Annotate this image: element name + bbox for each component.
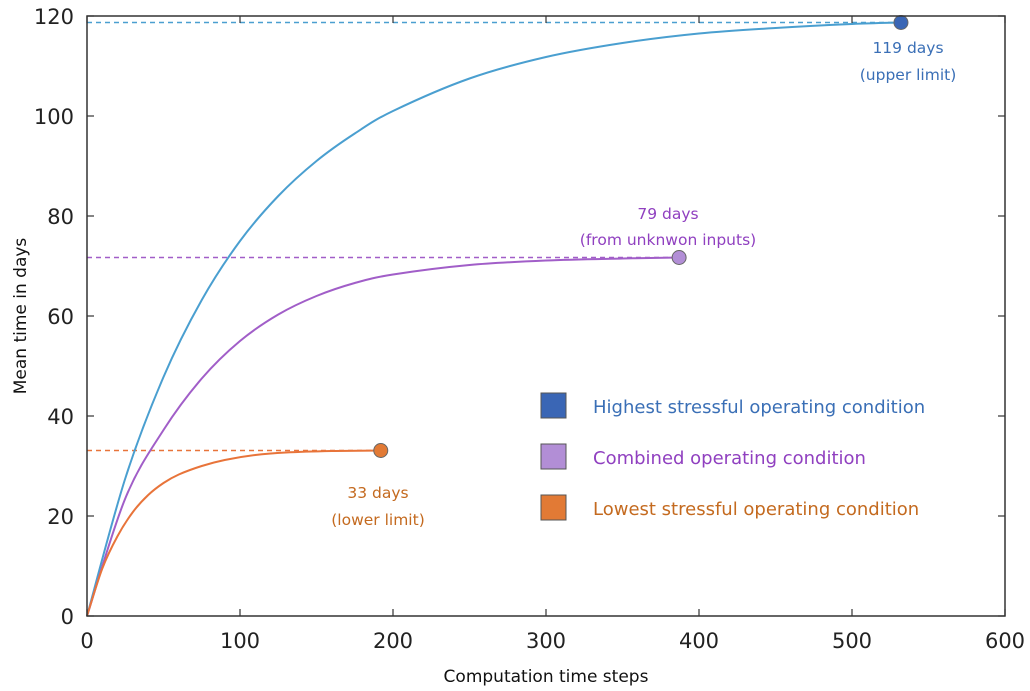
plot-frame bbox=[86, 15, 1006, 617]
x-tick-label: 600 bbox=[985, 629, 1025, 653]
series-endpoints bbox=[373, 15, 909, 458]
annotation-value: 33 days bbox=[347, 484, 408, 502]
annotation-value: 119 days bbox=[872, 39, 943, 57]
series-line bbox=[86, 21, 901, 617]
annotation-value: 79 days bbox=[637, 205, 698, 223]
series-endpoint bbox=[893, 15, 909, 30]
y-tick-label: 60 bbox=[47, 305, 74, 329]
series-endpoint bbox=[373, 443, 389, 458]
x-tick-label: 400 bbox=[679, 629, 719, 653]
legend-swatch bbox=[540, 392, 567, 419]
series-lines bbox=[86, 21, 901, 617]
annotation-note: (upper limit) bbox=[860, 66, 957, 84]
y-tick-label: 0 bbox=[61, 605, 74, 629]
annotations: 119 days (upper limit) 79 days (from unknwo… bbox=[331, 39, 956, 529]
y-tick-label: 100 bbox=[34, 105, 74, 129]
legend-label: Combined operating condition bbox=[593, 448, 866, 469]
y-tick-label: 40 bbox=[47, 405, 74, 429]
annotation-note: (lower limit) bbox=[331, 511, 425, 529]
y-tick-label: 80 bbox=[47, 205, 74, 229]
annotation-note: (from unknwon inputs) bbox=[580, 231, 756, 249]
legend-swatch bbox=[540, 494, 567, 521]
y-tick-label: 120 bbox=[34, 5, 74, 29]
legend-swatch bbox=[540, 443, 567, 470]
x-tick-label: 0 bbox=[80, 629, 93, 653]
series-endpoint bbox=[671, 250, 687, 265]
legend: Highest stressful operating condition Com… bbox=[540, 392, 925, 521]
x-tick-label: 500 bbox=[832, 629, 872, 653]
y-axis-label: Mean time in days bbox=[11, 238, 31, 395]
series-line bbox=[86, 449, 381, 617]
x-tick-label: 200 bbox=[373, 629, 413, 653]
legend-label: Lowest stressful operating condition bbox=[593, 499, 919, 520]
y-tick-label: 20 bbox=[47, 505, 74, 529]
x-tick-label: 300 bbox=[526, 629, 566, 653]
axis-ticks: 0 100 200 300 400 500 600 0 20 40 60 80 100 120 bbox=[34, 5, 1025, 653]
legend-label: Highest stressful operating condition bbox=[593, 397, 925, 418]
x-tick-label: 100 bbox=[220, 629, 260, 653]
x-axis-label: Computation time steps bbox=[444, 667, 649, 687]
series-line bbox=[86, 256, 680, 617]
reference-lines bbox=[87, 21, 901, 452]
